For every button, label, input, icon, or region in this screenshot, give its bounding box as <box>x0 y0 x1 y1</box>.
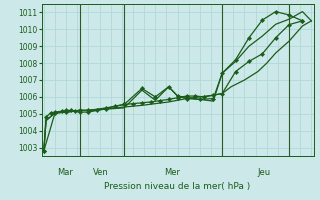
Text: Jeu: Jeu <box>258 168 271 177</box>
Text: Pression niveau de la mer( hPa ): Pression niveau de la mer( hPa ) <box>104 182 251 191</box>
Text: Mar: Mar <box>57 168 73 177</box>
Text: Mer: Mer <box>164 168 180 177</box>
Text: Ven: Ven <box>93 168 108 177</box>
